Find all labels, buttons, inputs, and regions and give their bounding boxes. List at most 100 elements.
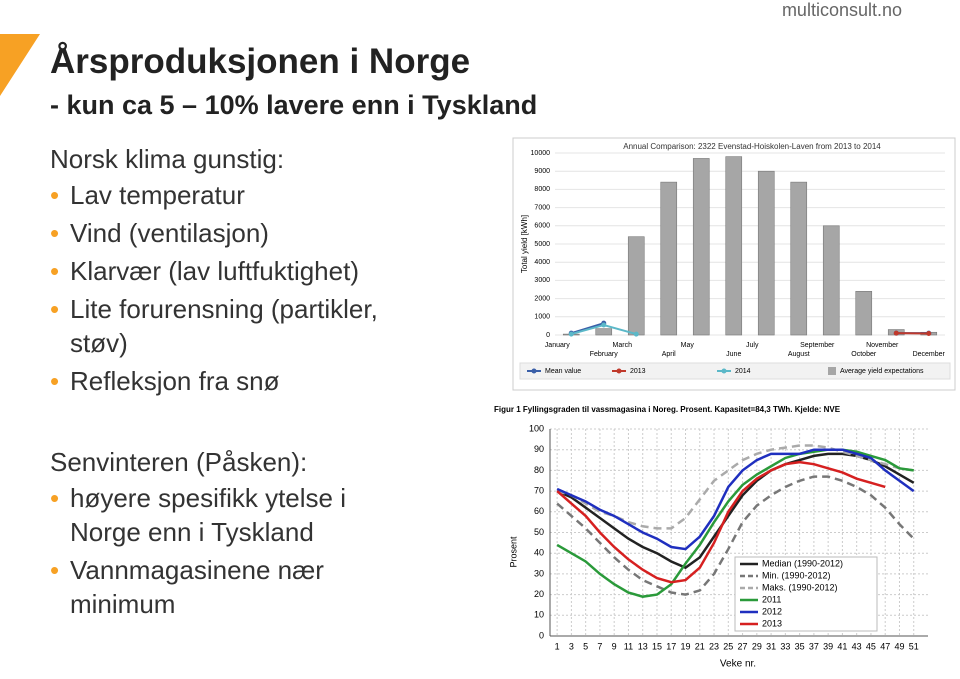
chart-title: Annual Comparison: 2322 Evenstad-Hoiskol… xyxy=(623,142,881,151)
bar xyxy=(822,225,840,336)
point xyxy=(568,331,574,337)
point xyxy=(926,331,932,337)
legend-dot xyxy=(531,368,537,374)
point xyxy=(633,331,639,337)
y-tick-label: 50 xyxy=(534,527,544,537)
series-line xyxy=(556,448,915,551)
y-tick-label: 7000 xyxy=(534,204,550,211)
x-tick-label: 41 xyxy=(837,641,847,651)
winter-heading: Senvinteren (Påsken): xyxy=(50,447,308,477)
y-tick-label: 90 xyxy=(534,444,544,454)
bar xyxy=(790,181,808,336)
bullet: Lite forurensning (partikler, støv) xyxy=(50,292,410,360)
y-tick-label: 10000 xyxy=(531,150,551,157)
x-tick-label: 49 xyxy=(894,641,904,651)
winter-block: Senvinteren (Påsken): høyere spesifikk y… xyxy=(50,443,390,625)
legend-label: 2012 xyxy=(762,606,782,616)
bullet: Refleksjon fra snø xyxy=(50,364,410,398)
legend-label: Mean value xyxy=(545,368,581,375)
x-tick-label: 3 xyxy=(569,641,574,651)
legend-frame xyxy=(519,362,951,380)
x-tick-label: 35 xyxy=(795,641,805,651)
x-tick-label: April xyxy=(662,351,676,358)
legend-dot xyxy=(721,368,727,374)
x-tick-label: 9 xyxy=(612,641,617,651)
y-tick-label: 4000 xyxy=(534,259,550,266)
x-tick-label: July xyxy=(746,342,759,349)
y-tick-label: 80 xyxy=(534,465,544,475)
y-tick-label: 10 xyxy=(534,610,544,620)
x-axis-label: Veke nr. xyxy=(720,659,756,670)
bullet: Vind (ventilasjon) xyxy=(50,216,410,250)
x-tick-label: 51 xyxy=(909,641,919,651)
y-tick-label: 1000 xyxy=(534,314,550,321)
x-tick-label: June xyxy=(726,351,741,358)
bar xyxy=(725,156,743,336)
bar xyxy=(692,158,710,336)
x-tick-label: 1 xyxy=(555,641,560,651)
x-tick-label: 11 xyxy=(624,641,633,651)
intro: Norsk klima gunstig: xyxy=(50,144,285,174)
bullet: Klarvær (lav luftfuktighet) xyxy=(50,254,410,288)
series-line xyxy=(556,460,886,584)
x-tick-label: 25 xyxy=(723,641,733,651)
x-tick-label: 43 xyxy=(852,641,862,651)
x-tick-label: November xyxy=(866,342,899,349)
bar xyxy=(627,236,645,336)
legend-label: 2011 xyxy=(762,594,781,604)
x-tick-label: 19 xyxy=(681,641,691,651)
x-tick-label: 13 xyxy=(638,641,648,651)
bar xyxy=(757,170,775,336)
bullet-list: høyere spesifikk ytelse i Norge enn i Ty… xyxy=(50,481,390,621)
y-tick-label: 9000 xyxy=(534,168,550,175)
x-tick-label: 7 xyxy=(597,641,602,651)
y-axis-label: Prosent xyxy=(508,536,518,568)
x-tick-label: January xyxy=(545,342,570,349)
x-tick-label: 29 xyxy=(752,641,762,651)
series-line xyxy=(556,444,914,530)
bar xyxy=(595,328,613,336)
x-tick-label: March xyxy=(613,342,633,349)
y-tick-label: 40 xyxy=(534,548,544,558)
y-tick-label: 60 xyxy=(534,506,544,516)
x-tick-label: 45 xyxy=(866,641,876,651)
accent xyxy=(0,34,40,96)
bar xyxy=(660,181,678,336)
series-line xyxy=(556,475,915,596)
x-tick-label: 33 xyxy=(780,641,790,651)
x-tick-label: September xyxy=(800,342,835,349)
y-tick-label: 8000 xyxy=(534,186,550,193)
series-line xyxy=(556,448,914,598)
y-tick-label: 2000 xyxy=(534,295,550,302)
point xyxy=(893,330,899,336)
x-tick-label: 23 xyxy=(709,641,719,651)
bullet: høyere spesifikk ytelse i Norge enn i Ty… xyxy=(50,481,390,549)
legend-swatch xyxy=(828,367,836,375)
x-tick-label: 31 xyxy=(766,641,776,651)
x-tick-label: 37 xyxy=(809,641,819,651)
legend-label: Average yield expectations xyxy=(840,368,924,375)
legend-label: Median (1990-2012) xyxy=(762,558,843,568)
y-tick-label: 70 xyxy=(534,485,544,495)
y-tick-label: 20 xyxy=(534,589,544,599)
y-tick-label: 0 xyxy=(546,332,550,339)
x-tick-label: 47 xyxy=(880,641,890,651)
legend-label: 2013 xyxy=(630,368,646,375)
x-tick-label: February xyxy=(590,351,619,358)
legend-frame xyxy=(734,556,878,632)
x-tick-label: 27 xyxy=(738,641,748,651)
y-tick-label: 30 xyxy=(534,568,544,578)
chart-title: Figur 1 Fyllingsgraden til vassmagasina … xyxy=(494,405,841,414)
x-tick-label: 15 xyxy=(652,641,662,651)
legend-label: 2014 xyxy=(735,368,751,375)
legend-label: Min. (1990-2012) xyxy=(762,570,831,580)
y-axis-label: Total yield [kWh] xyxy=(520,215,529,273)
bullet: Vannmagasinene nær minimum xyxy=(50,553,390,621)
title: Årsproduksjonen i Norge xyxy=(50,42,471,81)
y-tick-label: 100 xyxy=(529,423,544,433)
x-tick-label: 39 xyxy=(823,641,833,651)
x-tick-label: 21 xyxy=(695,641,705,651)
legend-label: 2013 xyxy=(762,618,782,628)
legend-label: Maks. (1990-2012) xyxy=(762,582,838,592)
